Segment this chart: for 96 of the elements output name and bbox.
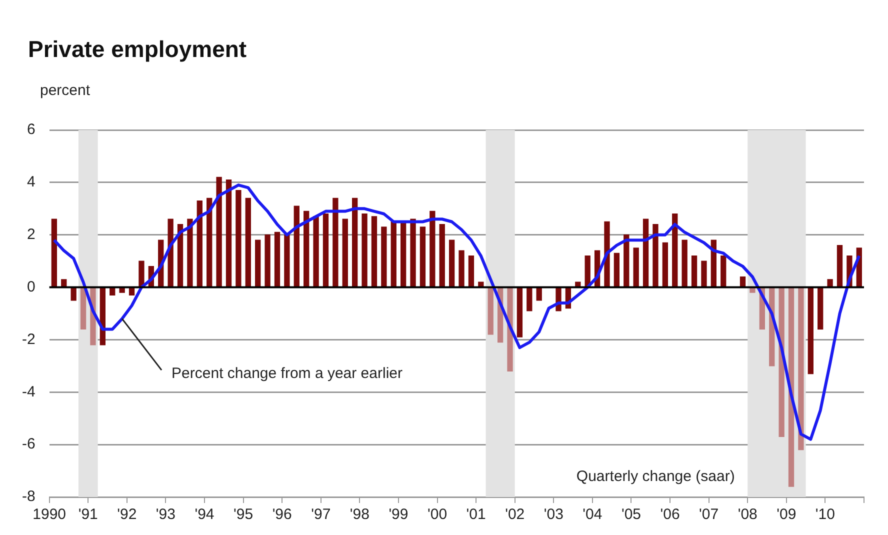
bar	[788, 288, 794, 487]
bar	[216, 176, 222, 287]
x-tick-label: '10	[815, 506, 835, 524]
bar	[196, 200, 202, 287]
bar	[400, 221, 406, 287]
bar	[255, 240, 261, 287]
bar	[827, 279, 833, 287]
bar	[332, 198, 338, 287]
bar	[439, 224, 445, 287]
x-tick-label: '99	[388, 506, 408, 524]
bar	[138, 260, 144, 287]
bar	[206, 198, 212, 287]
bar	[381, 226, 387, 287]
x-tick-label: '04	[582, 506, 602, 524]
bar	[682, 240, 688, 287]
bar	[245, 198, 251, 287]
bar	[294, 206, 300, 287]
x-tick-label: '93	[156, 506, 176, 524]
bar	[642, 218, 649, 287]
bar	[740, 276, 746, 287]
bar	[313, 216, 319, 287]
x-tick-label: '94	[194, 506, 214, 524]
bar	[342, 218, 348, 287]
bar	[575, 282, 581, 287]
bar	[410, 218, 416, 287]
x-tick-label: 1990	[32, 506, 66, 524]
bar	[584, 256, 590, 287]
bar	[274, 232, 280, 287]
bar	[633, 248, 639, 287]
bar	[516, 288, 523, 338]
bar	[304, 210, 310, 287]
annotation: Percent change from a year earlier	[172, 365, 402, 382]
bar	[526, 288, 532, 312]
y-tick-label: 2	[26, 226, 36, 243]
x-tick-label: '03	[544, 506, 564, 524]
x-tick-label: '97	[311, 506, 331, 524]
bar	[672, 214, 678, 287]
bar	[818, 288, 824, 330]
bar	[177, 224, 184, 287]
bar	[691, 256, 698, 287]
bar	[236, 190, 242, 287]
bar	[420, 226, 426, 287]
y-tick-label: 4	[26, 174, 36, 191]
x-tick-label: '01	[466, 506, 486, 524]
bar	[798, 288, 804, 450]
bar	[507, 288, 513, 372]
bar	[168, 218, 174, 287]
bar	[80, 288, 86, 330]
x-tick-label: '96	[272, 506, 292, 524]
x-tick-label: '02	[505, 506, 525, 524]
x-tick-label: '05	[621, 506, 642, 524]
y-tick-label: -6	[22, 436, 36, 453]
bar	[352, 198, 358, 287]
bar	[430, 210, 436, 287]
x-tick-label: '09	[776, 506, 796, 524]
y-tick-label: -4	[22, 383, 36, 400]
bar	[264, 234, 270, 287]
x-tick-label: '06	[660, 506, 680, 524]
x-tick-label: '92	[117, 506, 137, 524]
x-tick-label: '08	[738, 506, 758, 524]
bar	[362, 214, 368, 287]
bar	[624, 234, 630, 287]
bar	[284, 234, 290, 287]
bar	[652, 224, 658, 287]
bar	[226, 179, 232, 287]
bar	[720, 256, 726, 287]
bar	[836, 245, 843, 287]
bar	[322, 214, 329, 287]
y-tick-label: -8	[22, 488, 36, 506]
y-tick-label: 0	[26, 278, 36, 296]
bar	[371, 216, 378, 287]
y-tick-label: -2	[22, 330, 36, 348]
bar	[468, 256, 474, 287]
bar	[488, 288, 494, 335]
bar	[390, 221, 396, 287]
annotation: Quarterly change (saar)	[576, 468, 735, 485]
x-tick-label: '07	[699, 506, 719, 524]
bar	[808, 288, 814, 374]
bar	[51, 218, 58, 287]
chart-title: Private employment	[28, 36, 247, 63]
bar	[701, 260, 707, 287]
x-tick-label: '00	[427, 506, 448, 524]
bar	[458, 250, 464, 287]
x-tick-label: '91	[78, 506, 98, 524]
bar	[604, 221, 610, 287]
y-tick-label: 6	[26, 121, 36, 138]
bar	[614, 252, 620, 287]
bar	[448, 240, 455, 287]
x-tick-label: '98	[350, 506, 370, 524]
bar	[662, 242, 668, 287]
bar	[478, 282, 484, 287]
bar	[187, 218, 193, 287]
bar	[61, 279, 67, 287]
y-axis-title: percent	[40, 82, 90, 99]
bar	[778, 288, 784, 438]
x-tick-label: '95	[234, 506, 254, 524]
